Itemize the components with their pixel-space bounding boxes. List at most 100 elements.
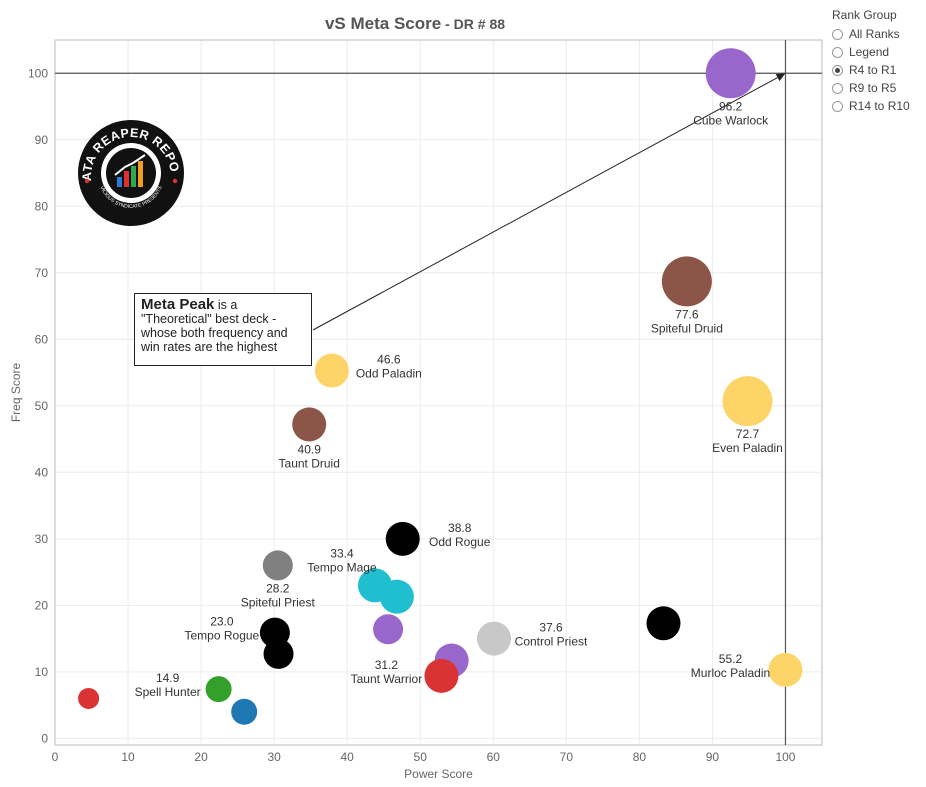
deck-point[interactable] bbox=[262, 550, 293, 581]
y-tick-label: 40 bbox=[35, 465, 49, 479]
legend-option-label: R9 to R5 bbox=[849, 81, 897, 95]
x-axis-title: Power Score bbox=[404, 767, 473, 781]
y-tick-label: 80 bbox=[35, 199, 49, 213]
legend-title: Rank Group bbox=[832, 8, 897, 22]
annotation-line2: "Theoretical" best deck - bbox=[141, 312, 277, 326]
y-tick-label: 70 bbox=[35, 266, 49, 280]
x-tick-label: 30 bbox=[267, 750, 281, 764]
deck-point[interactable] bbox=[477, 621, 512, 656]
y-tick-label: 10 bbox=[35, 665, 49, 679]
x-tick-label: 40 bbox=[341, 750, 355, 764]
deck-name-label: Spell Hunter bbox=[135, 685, 201, 699]
y-tick-label: 0 bbox=[41, 731, 48, 745]
legend-option-r9-r5[interactable]: R9 to R5 bbox=[832, 79, 910, 97]
x-tick-label: 70 bbox=[560, 750, 574, 764]
chart-subtitle-prefix: - bbox=[441, 16, 454, 32]
annotation-strong: Meta Peak bbox=[141, 296, 215, 313]
y-tick-label: 30 bbox=[35, 532, 49, 546]
tick-labels: 0 10 20 30 40 50 60 70 80 90 100 0 10 20 30 40 50 60 70 80 9… bbox=[28, 66, 796, 764]
legend-option-label: All Ranks bbox=[849, 27, 900, 41]
rank-group-legend: Rank Group All Ranks Legend R4 to R1 R9 … bbox=[832, 8, 910, 115]
meta-peak-annotation: Meta Peak is a "Theoretical" best deck -… bbox=[134, 293, 312, 366]
legend-option-label: R4 to R1 bbox=[849, 63, 897, 77]
deck-score-label: 46.6 bbox=[377, 353, 401, 367]
deck-point[interactable] bbox=[292, 407, 327, 442]
deck-point[interactable] bbox=[705, 48, 756, 99]
deck-point[interactable] bbox=[646, 606, 681, 641]
radio-icon[interactable] bbox=[832, 100, 843, 112]
x-tick-label: 20 bbox=[194, 750, 208, 764]
radio-icon[interactable] bbox=[832, 28, 843, 40]
deck-point[interactable] bbox=[661, 256, 712, 307]
x-tick-label: 100 bbox=[775, 750, 795, 764]
annotation-line4: win rates are the highest bbox=[141, 340, 278, 354]
deck-point[interactable] bbox=[231, 698, 258, 725]
deck-score-label: 23.0 bbox=[210, 615, 234, 629]
deck-name-label: Control Priest bbox=[515, 635, 588, 649]
deck-score-label: 96.2 bbox=[719, 99, 743, 113]
deck-score-label: 55.2 bbox=[719, 652, 743, 666]
meta-peak-arrow bbox=[312, 77, 778, 331]
legend-option-r14-r10[interactable]: R14 to R10 bbox=[832, 97, 910, 115]
deck-name-label: Cube Warlock bbox=[693, 113, 769, 127]
points-layer bbox=[78, 48, 803, 725]
legend-option-r4-r1[interactable]: R4 to R1 bbox=[832, 61, 910, 79]
deck-point[interactable] bbox=[385, 521, 420, 556]
meta-peak-arrowhead bbox=[775, 73, 786, 82]
deck-name-label: Tempo Rogue bbox=[185, 629, 260, 643]
deck-point[interactable] bbox=[263, 638, 294, 669]
x-tick-label: 0 bbox=[52, 750, 59, 764]
deck-score-label: 31.2 bbox=[375, 658, 399, 672]
deck-score-label: 38.8 bbox=[448, 521, 472, 535]
data-reaper-report-logo: DATA REAPER REPORT VICIOUS SYNDICATE PRE… bbox=[72, 108, 185, 227]
deck-point[interactable] bbox=[314, 353, 349, 388]
x-tick-label: 80 bbox=[633, 750, 647, 764]
deck-point[interactable] bbox=[78, 687, 100, 709]
radio-icon[interactable] bbox=[832, 46, 843, 58]
y-axis-title: Freq Score bbox=[9, 362, 23, 422]
deck-point[interactable] bbox=[722, 376, 773, 427]
chart-title: vS Meta Score - DR # 88 bbox=[0, 14, 830, 34]
plot-frame bbox=[54, 39, 823, 746]
deck-name-label: Odd Paladin bbox=[356, 367, 422, 381]
deck-score-label: 28.2 bbox=[266, 581, 290, 595]
legend-option-label: Legend bbox=[849, 45, 890, 59]
y-tick-label: 90 bbox=[35, 133, 49, 147]
deck-name-label: Odd Rogue bbox=[429, 535, 491, 549]
deck-score-label: 14.9 bbox=[156, 671, 180, 685]
deck-score-label: 33.4 bbox=[330, 546, 354, 560]
deck-point[interactable] bbox=[205, 676, 232, 703]
deck-name-label: Taunt Druid bbox=[279, 456, 340, 470]
deck-name-label: Even Paladin bbox=[712, 441, 783, 455]
deck-score-label: 37.6 bbox=[539, 621, 563, 635]
deck-name-label: Taunt Warrior bbox=[351, 672, 423, 686]
y-tick-label: 60 bbox=[35, 332, 49, 346]
x-tick-label: 50 bbox=[414, 750, 428, 764]
radio-icon[interactable] bbox=[832, 64, 843, 76]
deck-name-label: Spiteful Priest bbox=[241, 595, 316, 609]
deck-name-label: Murloc Paladin bbox=[691, 666, 770, 680]
radio-icon[interactable] bbox=[832, 82, 843, 94]
legend-option-legend[interactable]: Legend bbox=[832, 43, 910, 61]
deck-point[interactable] bbox=[424, 658, 459, 693]
legend-option-label: R14 to R10 bbox=[849, 99, 910, 113]
deck-point[interactable] bbox=[357, 568, 392, 603]
deck-point[interactable] bbox=[768, 652, 803, 687]
y-tick-label: 100 bbox=[28, 66, 48, 80]
y-tick-label: 50 bbox=[35, 399, 49, 413]
deck-name-label: Spiteful Druid bbox=[651, 321, 723, 335]
x-tick-label: 10 bbox=[121, 750, 135, 764]
reference-lines bbox=[55, 40, 822, 745]
chart-title-main: vS Meta Score bbox=[324, 14, 442, 33]
deck-score-label: 72.7 bbox=[736, 427, 760, 441]
deck-score-label: 40.9 bbox=[298, 442, 322, 456]
annotation-line3: whose both frequency and bbox=[141, 326, 288, 340]
legend-option-all-ranks[interactable]: All Ranks bbox=[832, 25, 910, 43]
deck-point[interactable] bbox=[373, 614, 404, 645]
annotation-line1: is a bbox=[214, 298, 238, 312]
y-tick-label: 20 bbox=[35, 598, 49, 612]
deck-name-label: Tempo Mage bbox=[307, 560, 377, 574]
x-tick-label: 60 bbox=[487, 750, 501, 764]
deck-score-label: 77.6 bbox=[675, 307, 699, 321]
